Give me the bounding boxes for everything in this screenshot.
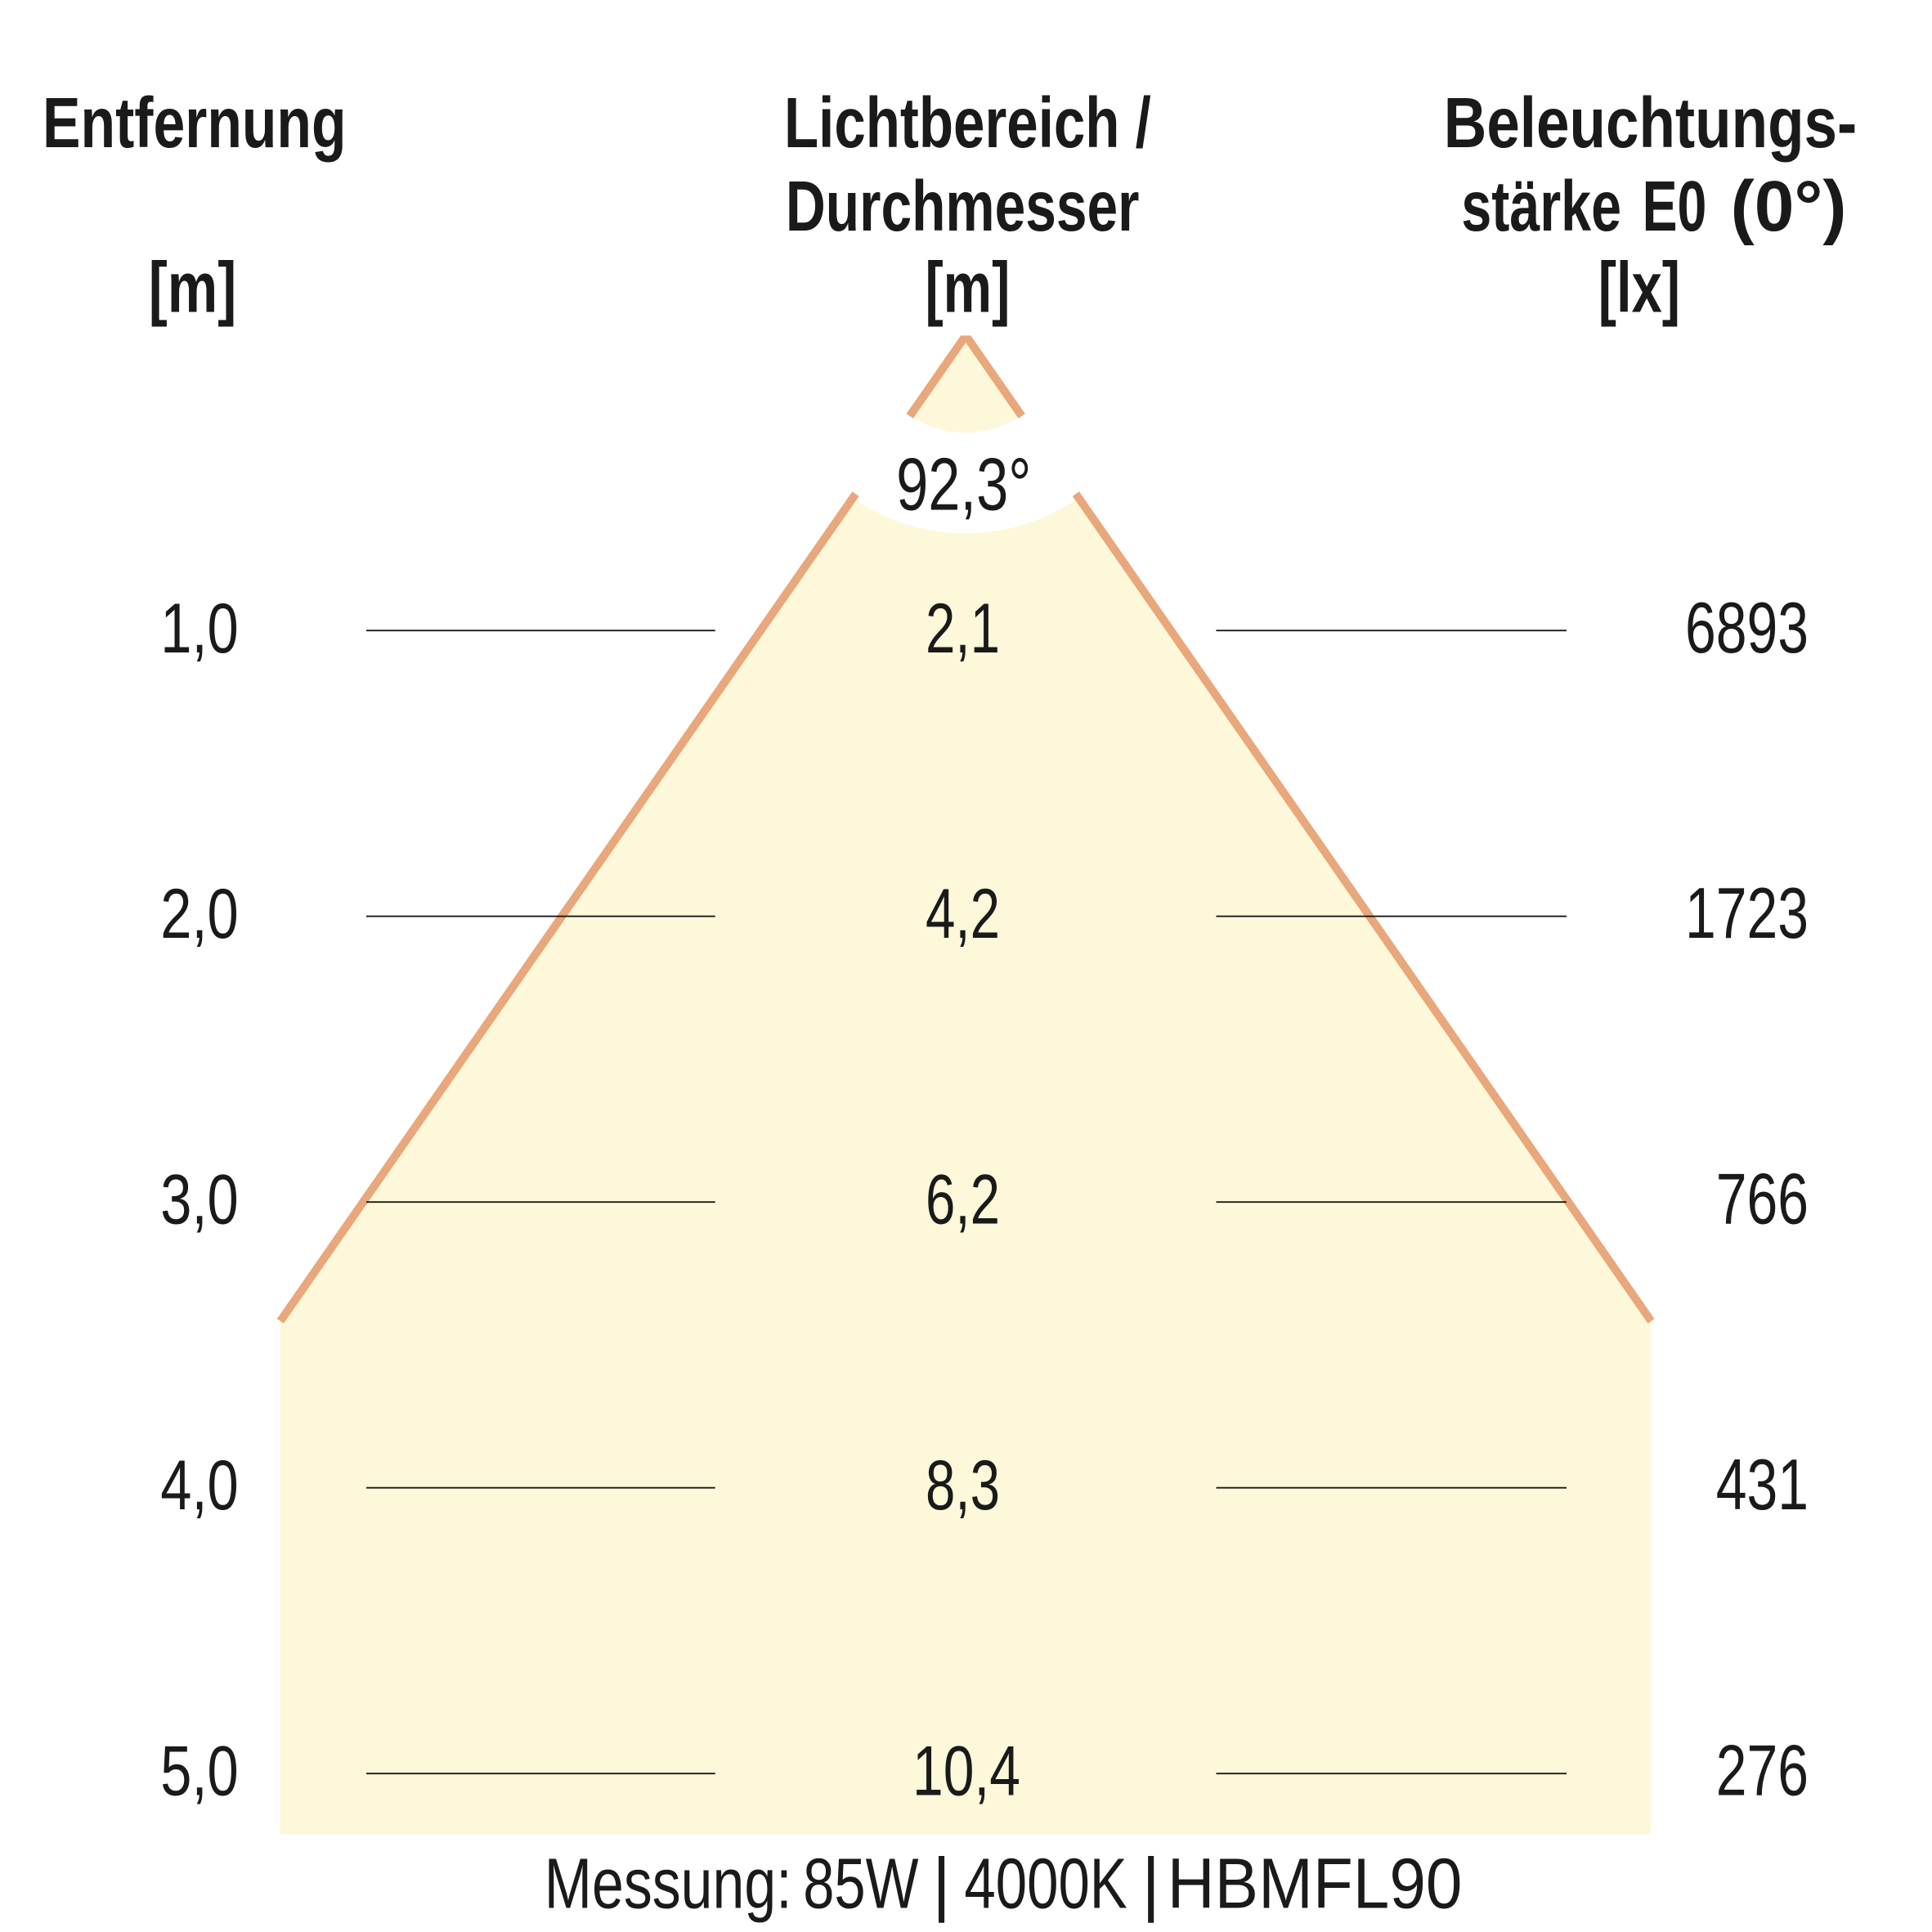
svg-text:92,3°: 92,3°	[896, 444, 1031, 527]
svg-text:1723: 1723	[1685, 872, 1809, 953]
svg-text:Messung:: Messung:	[545, 1845, 792, 1924]
svg-text:10,4: 10,4	[912, 1732, 1020, 1810]
svg-text:[lx]: [lx]	[1598, 249, 1680, 328]
svg-text:4,0: 4,0	[160, 1446, 239, 1525]
svg-text:2,0: 2,0	[160, 875, 239, 953]
svg-text:6893: 6893	[1685, 587, 1809, 668]
svg-text:4,2: 4,2	[926, 875, 1000, 953]
svg-text:[m]: [m]	[149, 249, 237, 328]
svg-text:4000K: 4000K	[964, 1845, 1127, 1924]
svg-text:766: 766	[1716, 1159, 1809, 1239]
svg-text:431: 431	[1716, 1444, 1809, 1525]
svg-text:Entfernung: Entfernung	[43, 83, 347, 163]
svg-text:[m]: [m]	[925, 249, 1010, 328]
svg-text:Durchmesser: Durchmesser	[786, 167, 1140, 246]
svg-text:Lichtbereich /: Lichtbereich /	[784, 83, 1151, 163]
svg-text:85W: 85W	[803, 1845, 918, 1924]
svg-text:5,0: 5,0	[160, 1732, 239, 1810]
svg-text:1,0: 1,0	[160, 589, 239, 668]
svg-text:8,3: 8,3	[926, 1446, 1000, 1525]
svg-text:|: |	[1141, 1845, 1160, 1924]
svg-text:E0: E0	[1643, 167, 1707, 246]
svg-text:Beleuchtungs-: Beleuchtungs-	[1444, 83, 1858, 163]
svg-text:stärke: stärke	[1461, 167, 1621, 246]
svg-text:276: 276	[1716, 1729, 1809, 1810]
svg-text:|: |	[932, 1845, 951, 1924]
svg-text:HBMFL90: HBMFL90	[1168, 1845, 1463, 1924]
svg-text:3,0: 3,0	[160, 1161, 239, 1239]
svg-text:2,1: 2,1	[926, 589, 1000, 668]
svg-text:6,2: 6,2	[926, 1161, 1000, 1239]
svg-text:(0°): (0°)	[1731, 167, 1847, 246]
